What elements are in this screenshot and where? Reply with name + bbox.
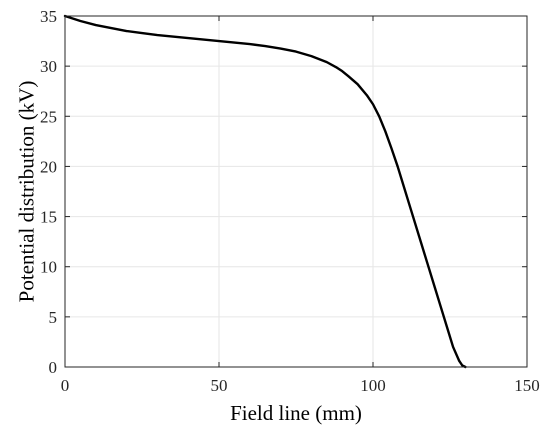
y-tick-label: 0 bbox=[49, 358, 58, 377]
y-tick-label: 5 bbox=[49, 308, 58, 327]
x-tick-label: 0 bbox=[61, 376, 70, 395]
y-tick-label: 25 bbox=[40, 107, 57, 126]
tick-labels: 0 50 100 150 0 5 10 15 20 25 30 35 bbox=[40, 7, 540, 395]
grid-lines bbox=[65, 16, 527, 367]
x-axis-label: Field line (mm) bbox=[230, 401, 362, 425]
y-axis-label: Potential distribution (kV) bbox=[14, 81, 38, 303]
x-tick-label: 100 bbox=[360, 376, 386, 395]
y-tick-label: 15 bbox=[40, 208, 57, 227]
x-tick-label: 150 bbox=[514, 376, 540, 395]
plot-frame bbox=[64, 15, 528, 368]
y-tick-label: 30 bbox=[40, 57, 57, 76]
tick-marks bbox=[64, 15, 528, 368]
y-tick-label: 20 bbox=[40, 157, 57, 176]
y-tick-label: 35 bbox=[40, 7, 57, 26]
series-line-potential bbox=[63, 14, 467, 369]
y-tick-label: 10 bbox=[40, 258, 57, 277]
x-tick-label: 50 bbox=[211, 376, 228, 395]
